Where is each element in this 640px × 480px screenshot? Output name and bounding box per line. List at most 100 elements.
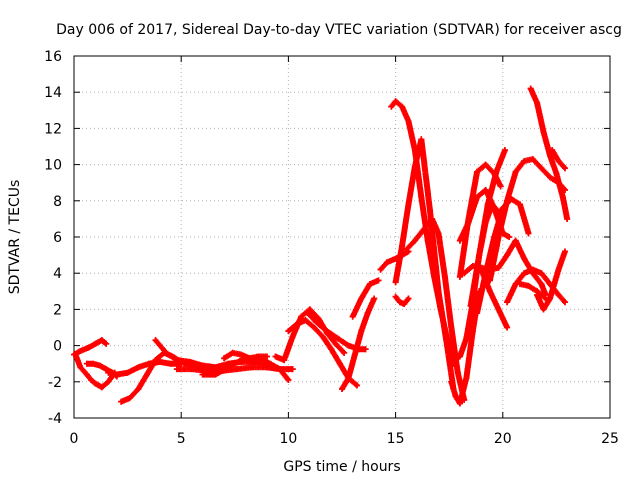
data-point [486,277,493,284]
data-point [482,161,489,168]
data-point [225,364,232,371]
data-point [484,201,491,208]
data-point [467,302,474,309]
data-point [553,170,560,177]
data-point [221,355,228,362]
y-tick-label: 2 [53,302,62,318]
data-point [549,147,556,154]
data-point [167,360,174,367]
data-point [92,380,99,387]
data-point [281,357,288,364]
data-point [504,299,511,306]
data-point [364,310,371,317]
data-point [411,163,418,170]
data-point [493,168,500,175]
data-point [349,313,356,320]
data-point [92,340,99,347]
data-point [540,129,547,136]
data-point [152,357,159,364]
series-s25 [467,147,508,309]
series-s33 [549,147,568,172]
data-point [476,252,483,259]
data-point [441,273,448,280]
data-point [304,310,311,317]
data-point [403,246,410,253]
data-point [448,324,455,331]
data-point [559,194,566,201]
data-point [521,157,528,164]
data-point [501,147,508,154]
data-point [456,353,463,360]
data-point [276,366,283,373]
data-point [456,400,463,407]
y-tick-label: -2 [48,375,62,391]
series-s19 [403,215,468,403]
data-point [298,313,305,320]
data-point [456,237,463,244]
data-point [555,157,562,164]
data-point [392,98,399,105]
data-point [339,386,345,393]
data-point [527,85,534,92]
data-point [463,375,470,382]
y-tick-label: 16 [44,49,62,65]
data-point [420,226,427,233]
series-markers [118,349,210,405]
x-tick-label: 25 [601,431,619,447]
data-point [401,300,408,307]
data-point [255,353,262,360]
data-point [377,266,384,273]
data-point [152,337,159,344]
data-point [246,355,253,362]
data-point [212,371,219,378]
data-point [405,295,412,302]
data-point [456,273,463,280]
data-point [83,371,90,378]
data-point [293,320,300,327]
data-point [521,255,528,262]
data-point [306,306,313,313]
data-point [229,349,236,356]
data-point [482,186,489,193]
data-point [435,288,442,295]
data-point [512,168,519,175]
data-point [561,165,568,172]
data-point [388,103,395,110]
data-point [396,299,403,306]
data-point [263,358,270,365]
data-point [358,295,365,302]
data-point [465,215,472,222]
data-point [289,366,296,373]
data-point [418,136,425,143]
data-point [495,264,502,271]
data-point [424,237,431,244]
data-point [450,357,457,364]
data-point [534,100,541,107]
data-point [334,335,341,342]
x-tick-labels: 0 5 10 15 20 25 [70,431,619,447]
data-point [529,266,536,273]
data-point [435,230,442,237]
data-point [319,333,326,340]
data-point [345,375,352,382]
data-point [135,386,142,393]
data-point [504,252,511,259]
data-point [392,293,399,300]
data-point [538,281,545,288]
data-point [285,376,292,383]
series-s17 [392,293,412,307]
data-point [351,351,358,358]
data-point [538,270,545,277]
series-s30 [516,281,549,302]
series-s14 [349,277,382,320]
data-point [263,353,270,360]
data-point [173,366,180,373]
data-point [384,259,391,266]
data-point [90,360,97,367]
series-s9 [221,349,270,362]
data-point [375,277,382,284]
axis-ticks [73,55,611,419]
y-tick-label: 6 [53,230,62,246]
series-s32 [534,248,568,313]
data-point [426,206,433,213]
